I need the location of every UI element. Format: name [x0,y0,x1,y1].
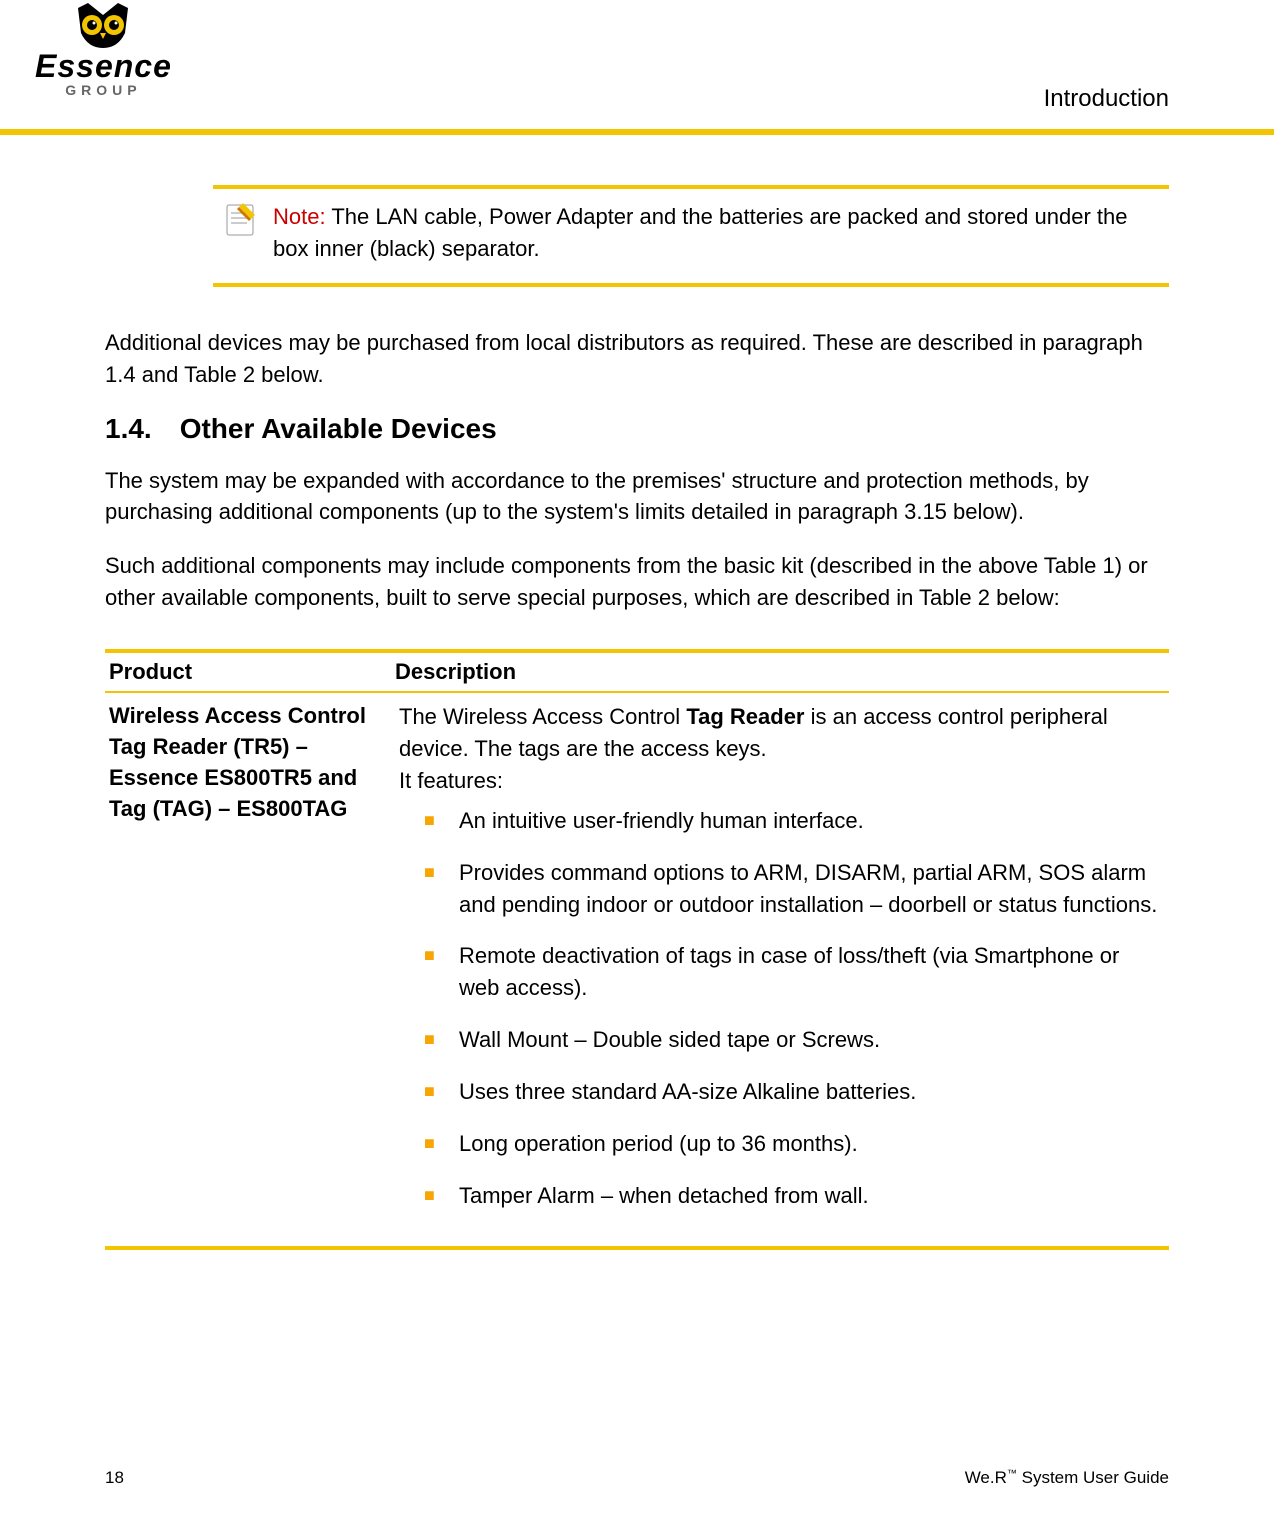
list-item: Tamper Alarm – when detached from wall. [434,1180,1159,1212]
devices-table: Product Description Wireless Access Cont… [105,649,1169,1250]
note-icon [223,201,259,237]
features-label: It features: [399,765,1159,797]
note-box: Note: The LAN cable, Power Adapter and t… [213,185,1169,287]
description-cell: The Wireless Access Control Tag Reader i… [395,693,1169,1246]
table-header-row: Product Description [105,653,1169,693]
list-item: Provides command options to ARM, DISARM,… [434,857,1159,921]
page-header: Essence GROUP Introduction [0,0,1274,135]
logo: Essence GROUP [35,3,172,98]
paragraph-2: The system may be expanded with accordan… [105,465,1169,529]
page-footer: 18 We.R™ System User Guide [105,1468,1169,1488]
product-cell: Wireless Access Control Tag Reader (TR5)… [105,693,395,1246]
paragraph-intro: Additional devices may be purchased from… [105,327,1169,391]
section-heading: 1.4. Other Available Devices [105,413,1169,445]
list-item: Long operation period (up to 36 months). [434,1128,1159,1160]
desc-bold: Tag Reader [686,704,804,729]
column-header-product: Product [105,659,395,685]
page-title: Introduction [1044,85,1169,113]
page-number: 18 [105,1468,124,1488]
features-list: An intuitive user-friendly human interfa… [399,805,1159,1212]
note-label: Note: [273,204,326,229]
list-item: Uses three standard AA-size Alkaline bat… [434,1076,1159,1108]
desc-text-1: The Wireless Access Control [399,704,686,729]
page-content: Note: The LAN cable, Power Adapter and t… [0,135,1274,1250]
logo-text: Essence [35,50,172,82]
doc-title: We.R™ System User Guide [965,1468,1169,1488]
column-header-description: Description [395,659,1169,685]
list-item: Wall Mount – Double sided tape or Screws… [434,1024,1159,1056]
paragraph-3: Such additional components may include c… [105,550,1169,614]
note-text: Note: The LAN cable, Power Adapter and t… [273,201,1159,265]
note-body: The LAN cable, Power Adapter and the bat… [273,204,1128,261]
logo-subtext: GROUP [65,82,141,98]
list-item: Remote deactivation of tags in case of l… [434,940,1159,1004]
table-row: Wireless Access Control Tag Reader (TR5)… [105,693,1169,1250]
owl-icon [73,3,133,50]
list-item: An intuitive user-friendly human interfa… [434,805,1159,837]
